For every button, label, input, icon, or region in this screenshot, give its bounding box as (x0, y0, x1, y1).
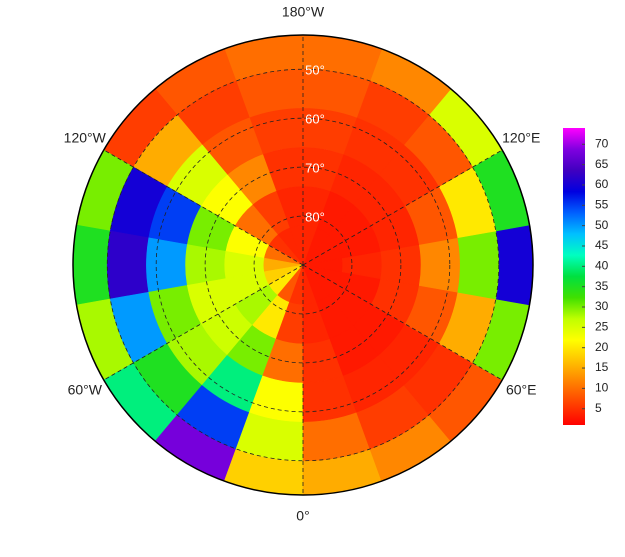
colorbar-label: 15 (595, 360, 609, 374)
lon-label: 0° (296, 508, 309, 524)
cell (379, 244, 421, 286)
heatmap (72, 34, 534, 496)
colorbar-label: 10 (595, 381, 609, 395)
colorbar-label: 70 (595, 136, 609, 150)
cell (185, 244, 227, 286)
lat-label: 70° (305, 161, 325, 176)
lon-line (103, 149, 304, 266)
colorbar-label: 25 (595, 320, 609, 334)
colorbar-label: 55 (595, 197, 609, 211)
map-border (72, 34, 534, 496)
lat-label: 80° (305, 210, 325, 225)
lon-line (302, 264, 503, 381)
lon-label: 60°W (68, 382, 103, 398)
cell (495, 224, 534, 306)
colorbar-label: 65 (595, 157, 609, 171)
lat-line (155, 117, 451, 413)
lon-line (302, 149, 503, 266)
lon-label: 180°W (282, 4, 325, 20)
lat-line (253, 215, 353, 315)
lon-label: 120°W (64, 130, 107, 146)
lat-label: 50° (305, 63, 325, 78)
lat-line (106, 68, 500, 462)
lon-label: 120°E (502, 130, 540, 146)
colorbar-label: 40 (595, 259, 609, 273)
colorbar-label: 45 (595, 238, 609, 252)
lon-line (103, 264, 304, 381)
cell (302, 225, 317, 266)
colorbar-label: 5 (595, 401, 602, 415)
colorbar-label: 50 (595, 218, 609, 232)
colorbar (563, 128, 585, 425)
lat-line (204, 166, 402, 364)
cell (106, 230, 150, 300)
cell (72, 224, 111, 306)
colorbar-label: 60 (595, 177, 609, 191)
colorbar-label: 35 (595, 279, 609, 293)
colorbar-label: 30 (595, 299, 609, 313)
colorbar-label: 20 (595, 340, 609, 354)
labels: 50° 60° 70° 80° 180°W 120°W 60°W 0° 60°E 120°E 5 10… (64, 4, 609, 524)
lat-label: 60° (305, 112, 325, 127)
lon-label: 60°E (506, 382, 537, 398)
cell (456, 230, 500, 300)
graticule (72, 34, 534, 496)
cell (418, 237, 460, 293)
cell (146, 237, 188, 293)
